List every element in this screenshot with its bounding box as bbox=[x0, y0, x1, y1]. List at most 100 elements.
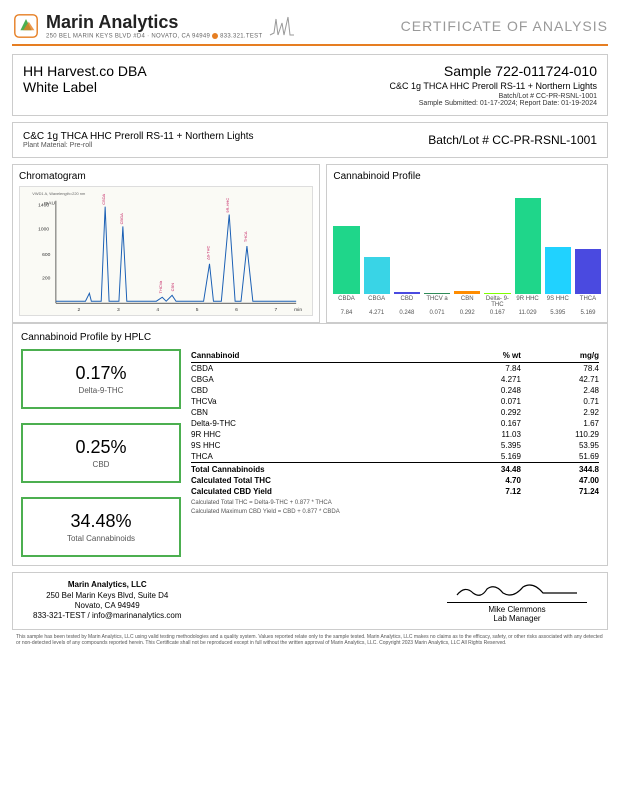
profile-bar-values: 7.844.2710.2480.0710.2920.16711.0295.395… bbox=[333, 310, 601, 316]
table-row: CBGA4.27142.71 bbox=[191, 374, 599, 385]
svg-text:Δ9-THC: Δ9-THC bbox=[206, 246, 211, 260]
table-column: Cannabinoid % wt mg/g CBDA7.8478.4CBGA4.… bbox=[191, 349, 599, 557]
bar-value: 4.271 bbox=[364, 310, 390, 316]
summary-value: 0.25% bbox=[31, 437, 171, 458]
svg-text:7: 7 bbox=[274, 307, 277, 313]
bar-value: 0.248 bbox=[394, 310, 420, 316]
summary-label: Total Cannabinoids bbox=[31, 534, 171, 543]
company-name: Marin Analytics bbox=[46, 12, 262, 33]
table-row: THCVa0.0710.71 bbox=[191, 396, 599, 407]
cell-name: Delta-9-THC bbox=[191, 418, 455, 429]
calc-row: Calculated CBD Yield7.1271.24 bbox=[191, 486, 599, 497]
signature-area: Mike Clemmons Lab Manager bbox=[447, 579, 587, 623]
svg-text:600: 600 bbox=[42, 252, 50, 258]
profile-box: Cannabinoid Profile CBDACBGACBDTHCV aCBN… bbox=[326, 164, 608, 323]
bar-label: 9S HHC bbox=[545, 296, 571, 308]
bar-label: CBD bbox=[394, 296, 420, 308]
hplc-title: Cannabinoid Profile by HPLC bbox=[21, 332, 599, 343]
profile-bar-chart bbox=[333, 186, 601, 296]
cell-name: THCVa bbox=[191, 396, 455, 407]
cell-name: 9R HHC bbox=[191, 429, 455, 440]
table-row: 9S HHC5.39553.95 bbox=[191, 440, 599, 451]
formula-thc: Calculated Total THC = Delta-9-THC + 0.8… bbox=[191, 500, 599, 506]
bar-column bbox=[394, 292, 420, 294]
table-row: CBD0.2482.48 bbox=[191, 385, 599, 396]
signer-title: Lab Manager bbox=[447, 614, 587, 623]
svg-text:4: 4 bbox=[156, 307, 159, 313]
svg-text:1000: 1000 bbox=[38, 226, 49, 232]
sparkline-icon bbox=[268, 13, 298, 39]
cell-wt: 0.292 bbox=[455, 407, 520, 418]
bar-label: CBDA bbox=[333, 296, 359, 308]
svg-text:2: 2 bbox=[78, 307, 81, 313]
chromatogram-chart: VWD1 A, Wavelength=220 nm mAU 1400 1000 … bbox=[19, 186, 313, 316]
cell-mgg: 1.67 bbox=[521, 418, 599, 429]
bar-column bbox=[515, 198, 541, 294]
cell-mgg: 42.71 bbox=[521, 374, 599, 385]
cell-wt: 7.84 bbox=[455, 363, 520, 375]
table-row: THCA5.16951.69 bbox=[191, 451, 599, 463]
bar-column bbox=[484, 293, 510, 294]
bar-column bbox=[575, 249, 601, 294]
bar-value: 0.292 bbox=[454, 310, 480, 316]
calc-row: Calculated Total THC4.7047.00 bbox=[191, 475, 599, 486]
signature-line bbox=[447, 579, 587, 603]
table-body: CBDA7.8478.4CBGA4.27142.71CBD0.2482.48TH… bbox=[191, 363, 599, 498]
cell-name: CBGA bbox=[191, 374, 455, 385]
svg-text:CBN: CBN bbox=[170, 283, 175, 291]
client-sample-section: HH Harvest.co DBA White Label Sample 722… bbox=[12, 54, 608, 116]
summary-label: CBD bbox=[31, 460, 171, 469]
sample-id: Sample 722-011724-010 bbox=[390, 63, 598, 79]
table-row: CBDA7.8478.4 bbox=[191, 363, 599, 375]
svg-text:1400: 1400 bbox=[38, 203, 49, 209]
svg-text:5: 5 bbox=[196, 307, 199, 313]
bar-label: CBGA bbox=[364, 296, 390, 308]
cell-wt: 5.169 bbox=[455, 451, 520, 463]
product-name: C&C 1g THCA HHC Preroll RS-11 + Northern… bbox=[23, 131, 254, 142]
bar bbox=[333, 226, 359, 294]
summary-value: 34.48% bbox=[31, 511, 171, 532]
cell-wt: 0.071 bbox=[455, 396, 520, 407]
cell-name: CBN bbox=[191, 407, 455, 418]
cell-wt: 0.248 bbox=[455, 385, 520, 396]
header: Marin Analytics 250 BEL MARIN KEYS BLVD … bbox=[12, 12, 608, 46]
bar-value: 5.169 bbox=[575, 310, 601, 316]
sample-desc: C&C 1g THCA HHC Preroll RS-11 + Northern… bbox=[390, 81, 598, 91]
bar bbox=[515, 198, 541, 294]
logo-area: Marin Analytics 250 BEL MARIN KEYS BLVD … bbox=[12, 12, 298, 40]
svg-text:3: 3 bbox=[117, 307, 120, 313]
footer-company-name: Marin Analytics, LLC bbox=[33, 580, 181, 590]
bar-value: 7.84 bbox=[333, 310, 359, 316]
summary-column: 0.17%Delta-9-THC 0.25% CBD 34.48% Total Cann… bbox=[21, 349, 181, 557]
total-row: Total Cannabinoids34.48344.8 bbox=[191, 463, 599, 476]
bar bbox=[424, 293, 450, 294]
bar-column bbox=[333, 226, 359, 294]
bar bbox=[484, 293, 510, 294]
cell-mgg: 53.95 bbox=[521, 440, 599, 451]
cell-mgg: 51.69 bbox=[521, 451, 599, 463]
svg-text:CBDA: CBDA bbox=[101, 193, 106, 204]
th-mgg: mg/g bbox=[521, 349, 599, 363]
svg-text:VWD1 A, Wavelength=220 nm: VWD1 A, Wavelength=220 nm bbox=[32, 191, 86, 196]
cell-name: CBD bbox=[191, 385, 455, 396]
svg-text:THCA: THCA bbox=[243, 231, 248, 242]
bar bbox=[454, 291, 480, 294]
client-block: HH Harvest.co DBA White Label bbox=[23, 63, 147, 107]
batch-lot: Batch/Lot # CC-PR-RSNL-1001 bbox=[428, 133, 597, 147]
client-line2: White Label bbox=[23, 79, 147, 95]
charts-row: Chromatogram VWD1 A, Wavelength=220 nm m… bbox=[12, 164, 608, 323]
sample-batch-small: Batch/Lot # CC-PR-RSNL-1001 bbox=[390, 93, 598, 100]
summary-box: 0.17%Delta-9-THC bbox=[21, 349, 181, 409]
bar bbox=[545, 247, 571, 294]
cell-mgg: 78.4 bbox=[521, 363, 599, 375]
bar-label: Delta- 9-THC bbox=[484, 296, 510, 308]
cell-mgg: 2.92 bbox=[521, 407, 599, 418]
cannabinoid-table: Cannabinoid % wt mg/g CBDA7.8478.4CBGA4.… bbox=[191, 349, 599, 497]
bar bbox=[364, 257, 390, 294]
summary-value: 0.17% bbox=[31, 363, 171, 384]
svg-text:6: 6 bbox=[235, 307, 238, 313]
table-row: Delta-9-THC0.1671.67 bbox=[191, 418, 599, 429]
cell-wt: 0.167 bbox=[455, 418, 520, 429]
bar-column bbox=[364, 257, 390, 294]
product-block: C&C 1g THCA HHC Preroll RS-11 + Northern… bbox=[23, 131, 254, 149]
